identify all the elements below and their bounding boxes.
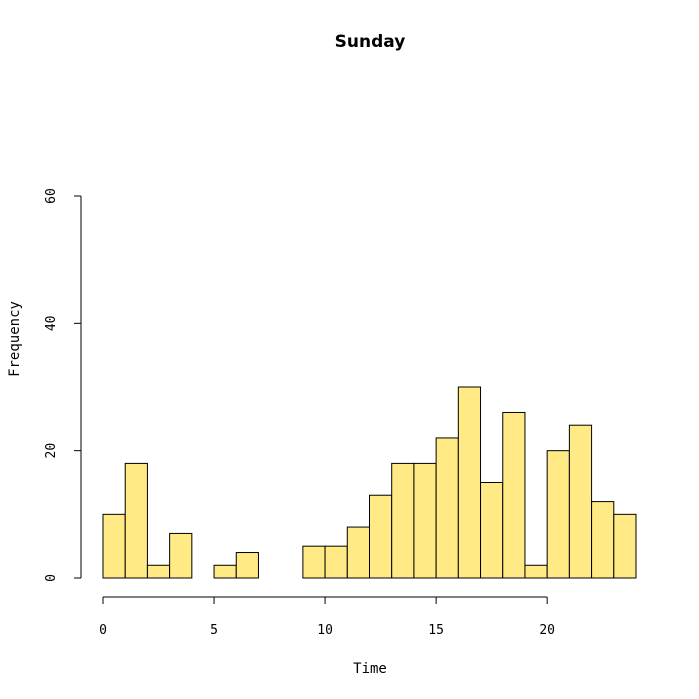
histogram-bar [546, 450, 570, 579]
histogram-bar [435, 437, 459, 579]
y-tick-label: 40 [44, 316, 59, 332]
x-axis-label: Time [353, 661, 387, 677]
histogram-bar [391, 462, 415, 579]
histogram-bar [102, 513, 126, 579]
histogram-bar [502, 411, 526, 579]
y-tick-label: 0 [44, 574, 59, 582]
histogram-bar [524, 564, 548, 579]
x-tick-label: 20 [539, 623, 555, 638]
histogram-bar [480, 482, 504, 579]
x-tick-label: 5 [210, 623, 218, 638]
histogram-bar [369, 494, 393, 579]
x-tick-label: 10 [317, 623, 333, 638]
x-axis: 0 5 10 15 20 [99, 596, 555, 638]
histogram-bar [124, 462, 148, 579]
chart-title: Sunday [335, 32, 406, 52]
histogram-bar [346, 526, 370, 579]
histogram-bar [613, 513, 637, 579]
y-axis: 0 20 40 60 [44, 188, 82, 582]
y-tick-label: 20 [44, 443, 59, 459]
histogram-bar [235, 552, 259, 579]
histogram-bar [413, 462, 437, 579]
histogram-bar [302, 545, 326, 579]
histogram-bar [591, 501, 615, 579]
x-tick-label: 15 [428, 623, 444, 638]
histogram-bar [457, 386, 482, 579]
y-axis-label: Frequency [7, 301, 23, 377]
histogram-bar [213, 564, 237, 579]
y-tick-label: 60 [44, 188, 59, 204]
x-tick-label: 0 [99, 623, 107, 638]
bars-group [102, 386, 637, 579]
histogram-bar [568, 424, 593, 579]
histogram-bar [169, 532, 193, 579]
histogram-bar [146, 564, 171, 579]
histogram-bar [324, 545, 348, 579]
